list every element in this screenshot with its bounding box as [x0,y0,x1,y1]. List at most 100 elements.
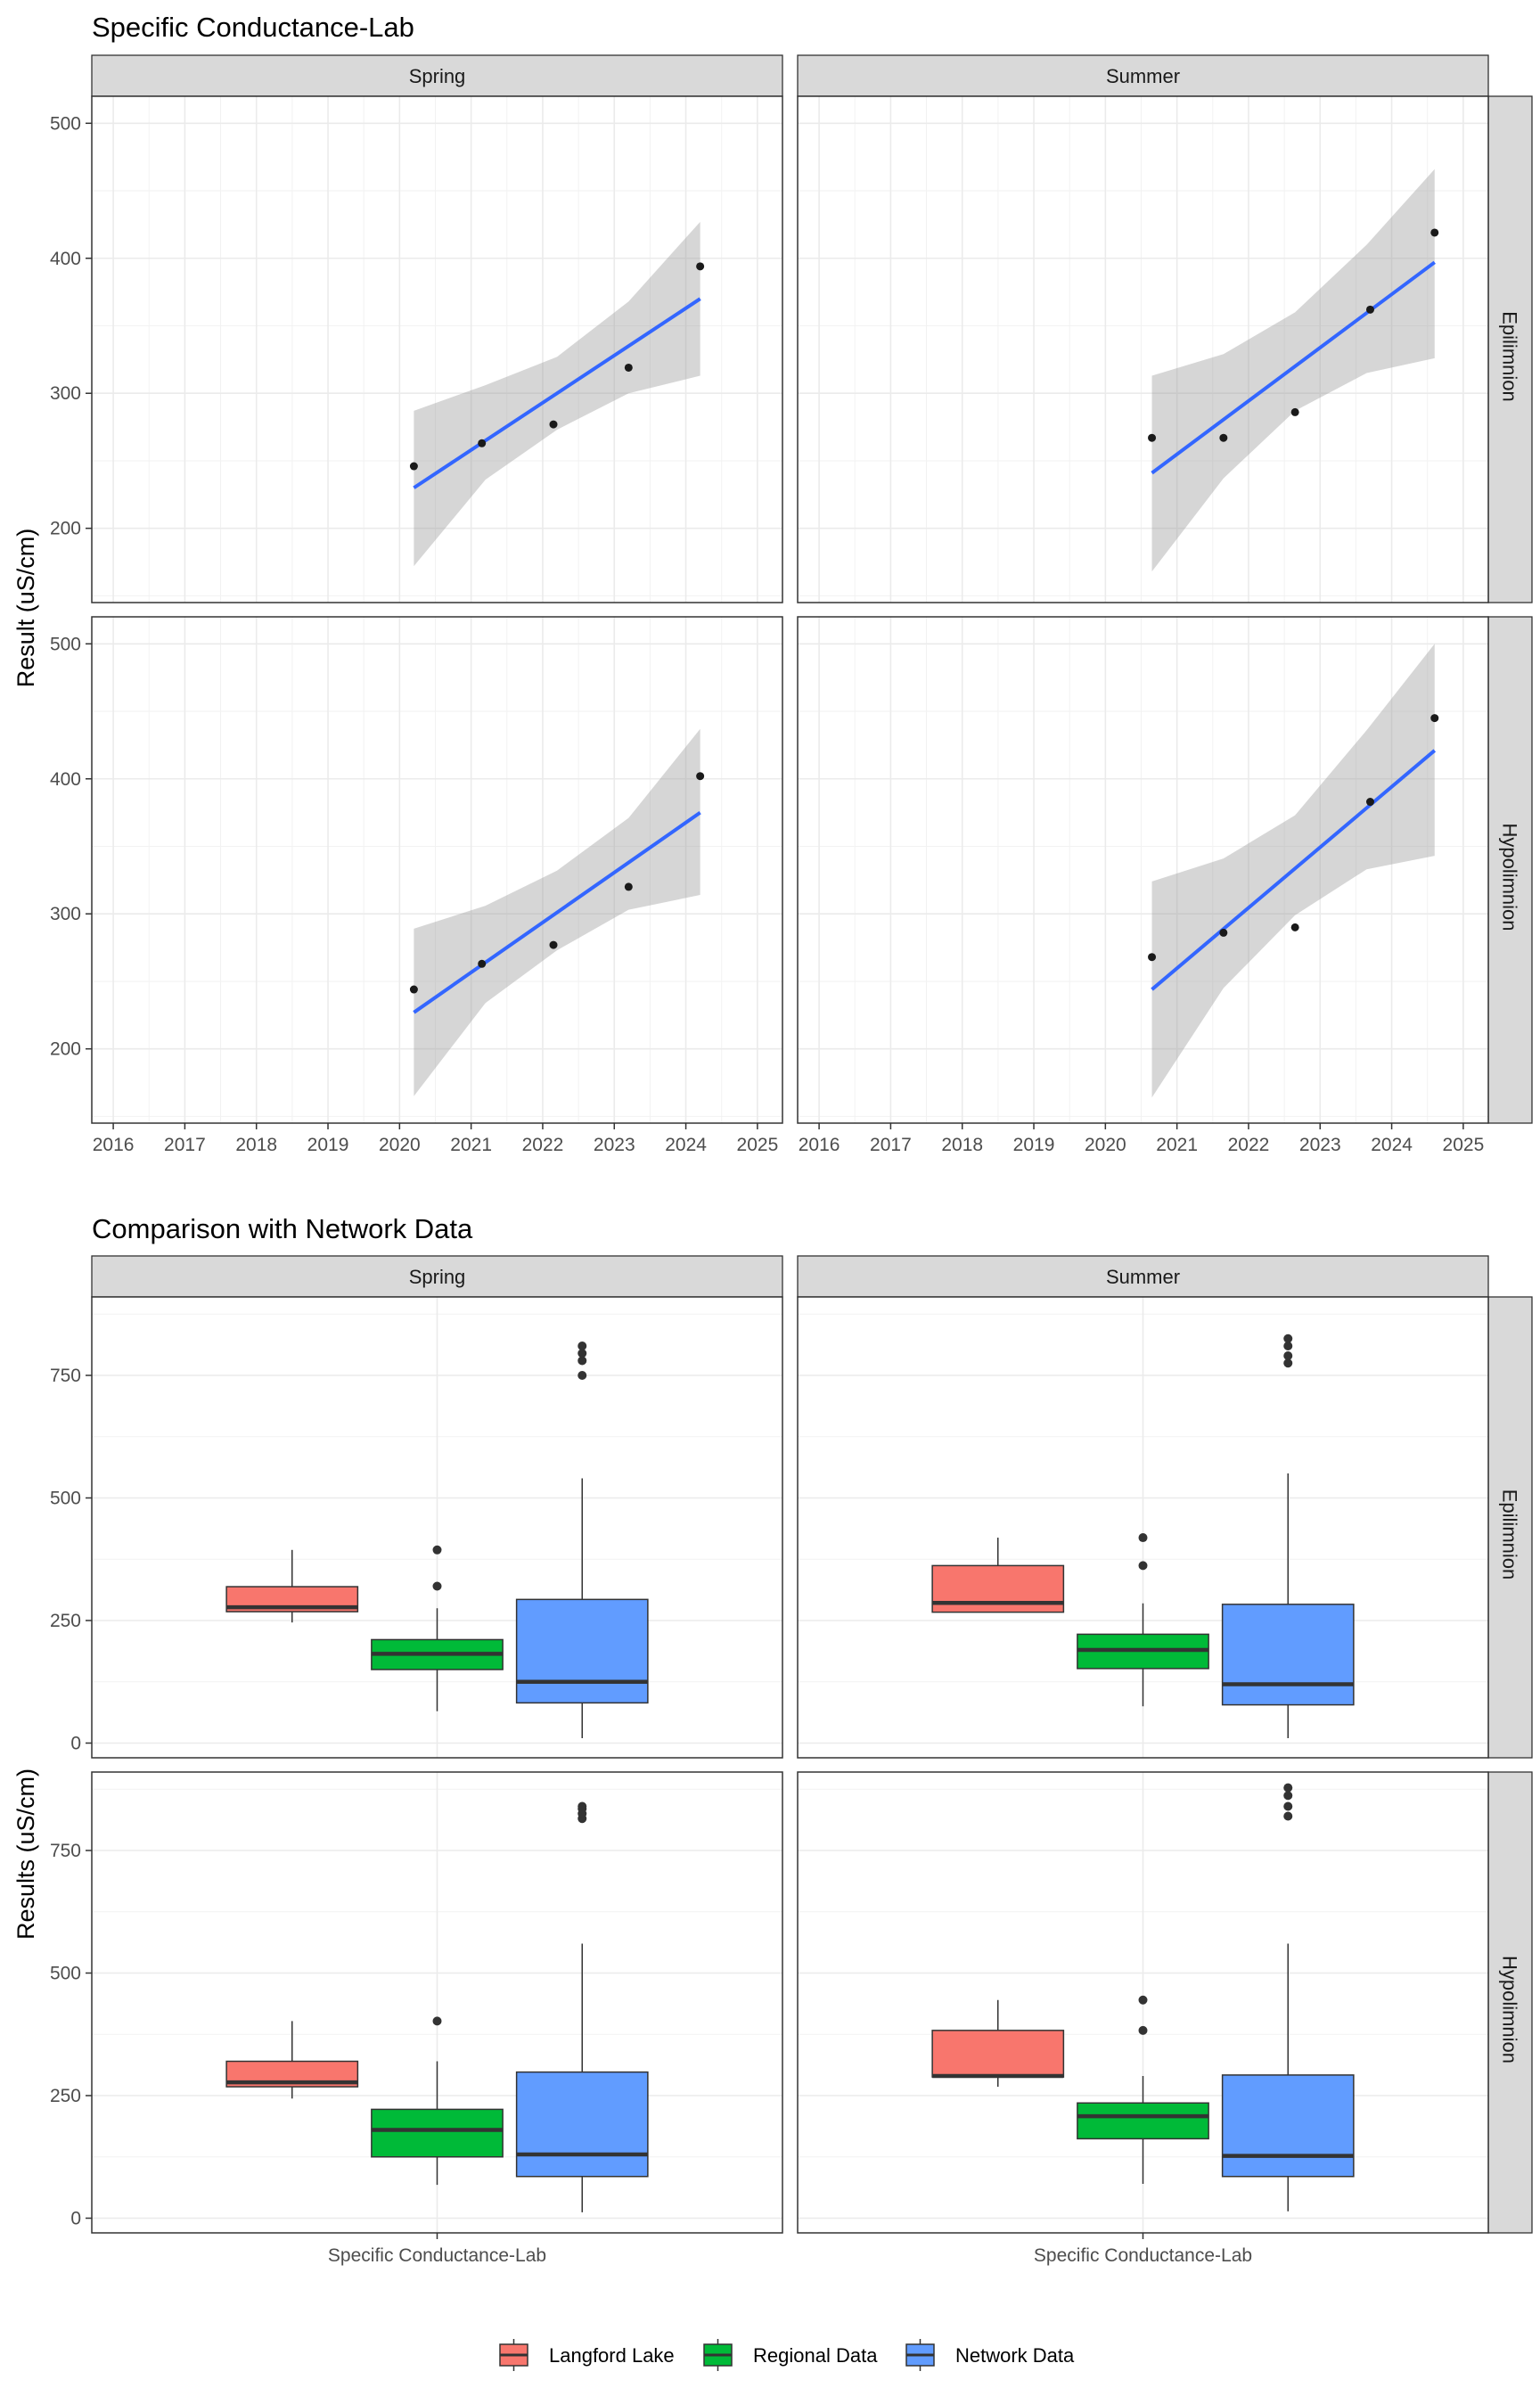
y-tick-label: 400 [50,249,81,269]
x-tick-label: 2016 [93,1135,135,1155]
chart2-strip-label-epilimnion: Epilimnion [1499,1489,1521,1580]
y-tick-label: 500 [50,1964,81,1984]
box-regional-data-outlier [1138,1561,1148,1571]
x-tick-label: 2025 [737,1135,779,1155]
trend-line [1151,749,1437,991]
box-network-data-outlier [578,1342,587,1350]
box-network-data [515,1598,649,1704]
data-point [1148,433,1157,442]
box-network-data-outlier [1283,1811,1293,1821]
chart2-title: Comparison with Network Data [92,1213,473,1244]
y-tick-label: 500 [50,634,81,654]
box-regional-data [1077,2102,1209,2140]
chart1-panel-spring-epilimnion [91,95,783,603]
y-tick-label: 750 [50,1366,81,1386]
data-point [478,439,487,447]
trend-line [413,810,701,1014]
x-tick-label: Specific Conductance-Lab [328,2245,546,2266]
data-point [1219,433,1228,442]
data-point [1290,923,1299,931]
y-tick-label: 500 [50,113,81,134]
x-tick-label: 2019 [1013,1135,1055,1155]
chart1-facet-strips: Spring Summer Epilimnion Hypolimnion [91,54,1533,1124]
box-network-data-outlier [1283,1783,1293,1793]
x-tick-label: 2022 [1228,1135,1270,1155]
box-network-data-outlier [1283,1342,1293,1350]
chart2-facet-strips: Spring Summer Epilimnion Hypolimnion [91,1255,1533,2234]
legend-label-regional-data: Regional Data [753,2344,878,2367]
chart1-panel-spring-hypolimnion-border [91,616,783,1124]
x-tick-label: 2022 [522,1135,564,1155]
chart2-panel-spring-epilimnion-border [91,1296,783,1759]
chart2-strip-epilimnion [1487,1296,1533,1759]
y-tick-label: 500 [50,1489,81,1509]
box-network-data-outlier [578,1371,587,1380]
legend-item-regional-data: Regional Data [703,2339,878,2371]
chart1-strip-hypolimnion [1487,616,1533,1124]
chart1-title: Specific Conductance-Lab [92,12,414,43]
box-network-data-outlier [578,1356,587,1366]
chart2-panel-summer-epilimnion-border [797,1296,1489,1759]
x-tick-label: 2020 [379,1135,421,1155]
chart2-strip-label-spring: Spring [409,1266,466,1288]
box-network-data-outlier [1283,1801,1293,1811]
x-tick-label: Specific Conductance-Lab [1034,2245,1252,2266]
x-tick-label: 2021 [450,1135,492,1155]
y-tick-label: 300 [50,383,81,404]
data-point [1365,798,1374,807]
x-tick-label: 2023 [594,1135,635,1155]
data-point [409,462,418,471]
data-point [696,262,705,271]
chart1-panel-spring-epilimnion-background [92,96,782,603]
y-tick-label: 200 [50,1039,81,1060]
chart1-panel-summer-hypolimnion [797,616,1489,1124]
box-regional-data-outlier [432,2016,442,2026]
legend-label-langford-lake: Langford Lake [549,2344,675,2367]
chart1-strip-label-hypolimnion: Hypolimnion [1499,823,1521,931]
chart1-panel-summer-hypolimnion-background [798,617,1488,1123]
x-tick-label: 2020 [1085,1135,1126,1155]
x-tick-label: 2016 [799,1135,840,1155]
chart1-panel-summer-epilimnion [797,95,1489,603]
chart1-strip-summer [797,54,1489,97]
box-langford-lake [931,1564,1065,1613]
box-network-data [1221,2074,1355,2178]
x-tick-label: 2018 [941,1135,983,1155]
data-point [696,772,705,781]
legend-item-network-data: Network Data [905,2339,1075,2371]
chart2-strip-label-hypolimnion: Hypolimnion [1499,1956,1521,2064]
chart1-panel-summer-epilimnion-border [797,95,1489,603]
legend-item-langford-lake: Langford Lake [499,2339,675,2371]
data-point [1430,228,1439,237]
box-network-data-outlier [578,1349,587,1358]
chart2-strip-label-summer: Summer [1106,1266,1180,1288]
x-tick-label: 2025 [1443,1135,1485,1155]
data-point [409,985,418,994]
x-tick-label: 2019 [307,1135,349,1155]
box-network-data-outlier [1283,1791,1293,1801]
chart2-panel-summer-hypolimnion [797,1771,1489,2234]
data-point [1430,714,1439,723]
chart2-panel-spring-hypolimnion [91,1771,783,2234]
legend-label-network-data: Network Data [955,2344,1075,2367]
chart2-legend: Langford Lake Regional Data Network Data [499,2339,1075,2371]
data-point [549,940,558,949]
chart1-panel-spring-hypolimnion [91,616,783,1124]
chart2-panel-summer-epilimnion [797,1296,1489,1759]
box-regional-data-outlier [1138,2025,1148,2035]
confidence-band [1151,168,1435,572]
box-network-data-outlier [1283,1333,1293,1343]
x-tick-label: 2017 [164,1135,206,1155]
chart2-strip-hypolimnion [1487,1771,1533,2234]
chart2-y-axis-label: Results (uS/cm) [12,1768,39,1940]
chart1-panel-summer-hypolimnion-border [797,616,1489,1124]
box-network-data-outlier [1283,1358,1293,1368]
chart1-y-axis-label: Result (uS/cm) [12,529,39,688]
chart2-panel-spring-epilimnion [91,1296,783,1759]
x-tick-label: 2021 [1156,1135,1198,1155]
chart1-panels [91,95,1489,1124]
x-tick-label: 2024 [1371,1135,1413,1155]
data-point [624,882,633,891]
y-tick-label: 250 [50,1611,81,1631]
